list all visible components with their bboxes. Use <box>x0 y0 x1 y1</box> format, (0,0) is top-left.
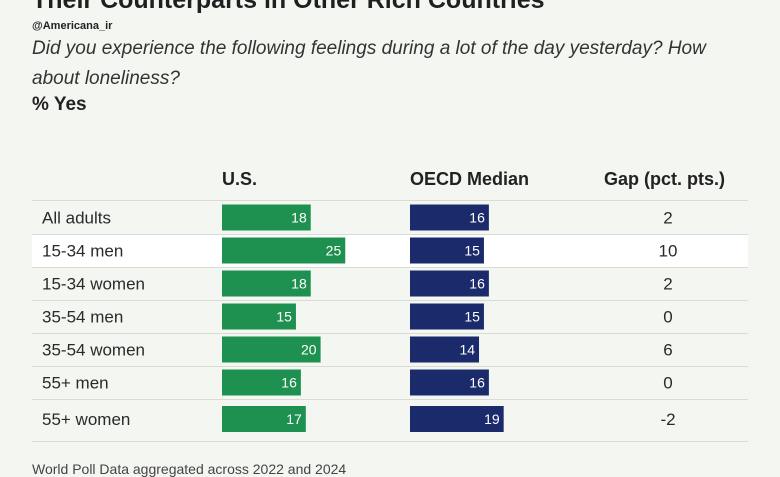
gap-value: 6 <box>663 341 672 360</box>
account-handle: @Americana_ir <box>32 20 113 32</box>
oecd-value-label: 16 <box>469 375 485 391</box>
row-label: 55+ men <box>42 374 109 393</box>
oecd-bar <box>410 303 484 330</box>
source-note: World Poll Data aggregated across 2022 a… <box>32 461 347 477</box>
oecd-bar <box>410 204 489 231</box>
row-label: 35-54 men <box>42 308 123 327</box>
us-bar <box>222 369 301 396</box>
us-value-label: 18 <box>291 276 307 292</box>
oecd-bar <box>410 237 484 264</box>
us-bar <box>222 303 296 330</box>
us-value-label: 17 <box>286 411 302 427</box>
oecd-bar <box>410 406 504 432</box>
oecd-value-label: 16 <box>469 276 485 292</box>
gap-value: 0 <box>663 308 672 327</box>
chart-title: Their Counterparts in Other Rich Countri… <box>32 0 545 14</box>
column-header-oecd: OECD Median <box>410 169 530 189</box>
us-bar <box>222 204 311 231</box>
row-label: All adults <box>42 209 111 228</box>
oecd-bar <box>410 336 480 363</box>
highlighted-row-background <box>32 234 748 267</box>
us-value-label: 15 <box>276 309 292 325</box>
us-bar <box>222 336 321 363</box>
row-label: 35-54 women <box>42 341 145 360</box>
oecd-bar <box>410 369 489 396</box>
row-label: 55+ women <box>42 410 130 429</box>
oecd-value-label: 16 <box>469 210 485 226</box>
us-value-label: 25 <box>326 243 342 259</box>
row-label: 15-34 women <box>42 275 145 294</box>
gap-value: 10 <box>659 242 678 261</box>
gap-value: 0 <box>663 374 672 393</box>
oecd-value-label: 15 <box>464 243 480 259</box>
oecd-value-label: 19 <box>484 411 500 427</box>
row-label: 15-34 men <box>42 242 123 261</box>
us-bar <box>222 406 306 432</box>
column-header-us: U.S. <box>222 169 258 189</box>
gap-value: -2 <box>660 410 675 429</box>
us-value-label: 16 <box>281 375 297 391</box>
oecd-value-label: 15 <box>464 309 480 325</box>
gap-value: 2 <box>663 275 672 294</box>
chart-subtitle: Did you experience the following feeling… <box>32 38 706 89</box>
us-value-label: 20 <box>301 342 317 358</box>
us-bar <box>222 237 346 264</box>
oecd-bar <box>410 270 489 297</box>
oecd-value-label: 14 <box>459 342 475 358</box>
us-bar <box>222 270 311 297</box>
gap-value: 2 <box>663 209 672 228</box>
column-header-gap: Gap (pct. pts.) <box>604 169 725 189</box>
unit-label: % Yes <box>32 94 87 115</box>
us-value-label: 18 <box>291 210 307 226</box>
